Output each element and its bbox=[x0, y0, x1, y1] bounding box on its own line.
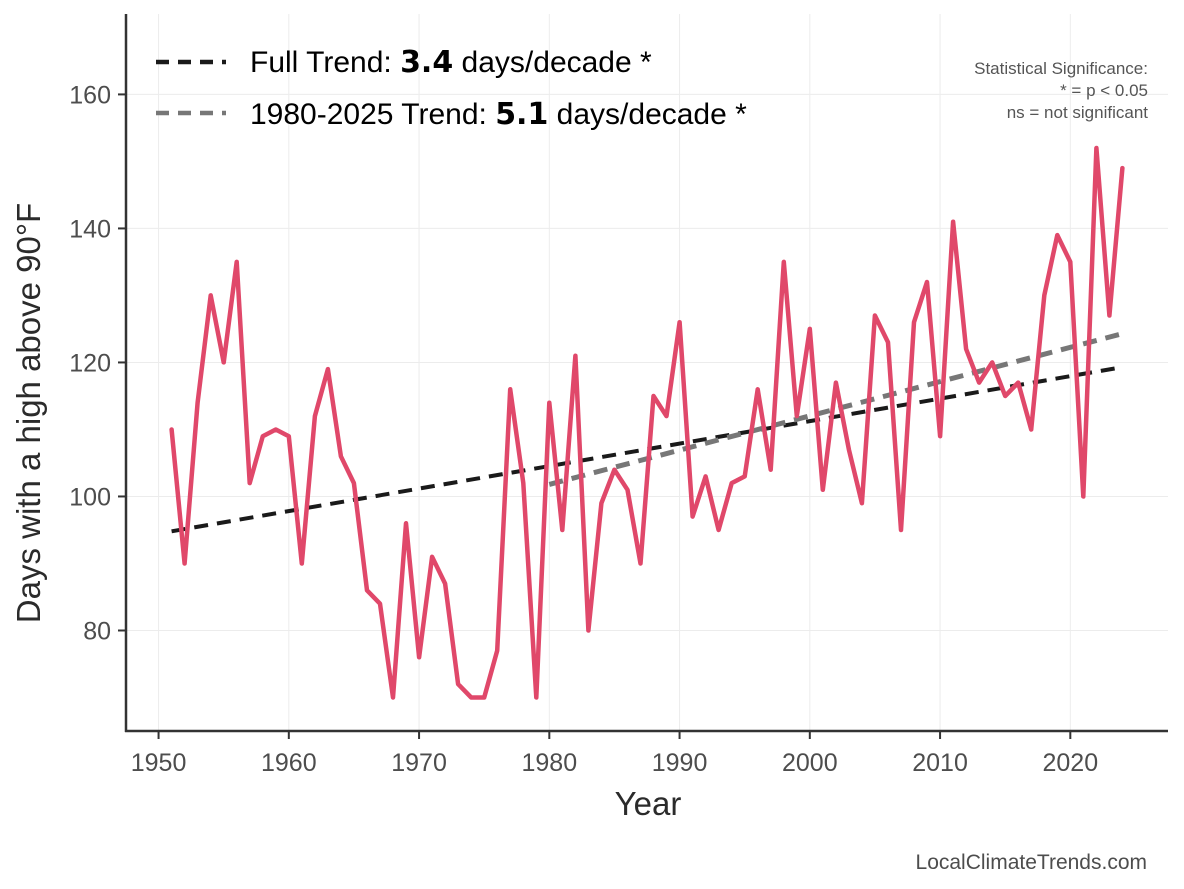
x-tick-label: 2000 bbox=[782, 749, 838, 777]
x-tick-label: 1960 bbox=[261, 749, 317, 777]
significance-note-line-1: Statistical Significance: bbox=[974, 59, 1148, 78]
trend-1980-2025-line bbox=[548, 331, 1124, 487]
y-tick-label: 140 bbox=[69, 215, 111, 243]
y-tick-label: 120 bbox=[69, 349, 111, 377]
significance-note: Statistical Significance: * = p < 0.05 n… bbox=[974, 59, 1148, 122]
x-tick-label: 2020 bbox=[1043, 749, 1099, 777]
legend-label-1980-trend: 1980-2025 Trend: 5.1 days/decade * bbox=[250, 97, 747, 132]
axis-layer: 1950 1960 1970 1980 1990 2000 2010 2020 80 100 120… bbox=[69, 14, 1168, 777]
legend-label-full-trend: Full Trend: 3.4 days/decade * bbox=[250, 45, 652, 80]
series-line-0 bbox=[169, 145, 1125, 700]
source-credit: LocalClimateTrends.com bbox=[916, 851, 1147, 874]
significance-note-line-2: * = p < 0.05 bbox=[1060, 81, 1148, 100]
x-tick-label: 1970 bbox=[391, 749, 447, 777]
y-axis-title: Days with a high above 90°F bbox=[10, 203, 47, 623]
x-tick-label: 1950 bbox=[131, 749, 187, 777]
x-tick-label: 2010 bbox=[912, 749, 968, 777]
y-tick-label: 80 bbox=[83, 617, 111, 645]
x-axis-title: Year bbox=[615, 785, 682, 822]
trend-layer bbox=[171, 331, 1124, 534]
significance-note-line-3: ns = not significant bbox=[1007, 103, 1149, 122]
grid-layer bbox=[126, 14, 1168, 731]
series-layer bbox=[169, 145, 1125, 700]
legend: Full Trend: 3.4 days/decade * 1980-2025 … bbox=[156, 45, 747, 132]
y-tick-label: 100 bbox=[69, 483, 111, 511]
y-tick-label: 160 bbox=[69, 81, 111, 109]
x-tick-label: 1990 bbox=[652, 749, 708, 777]
x-tick-label: 1980 bbox=[522, 749, 578, 777]
